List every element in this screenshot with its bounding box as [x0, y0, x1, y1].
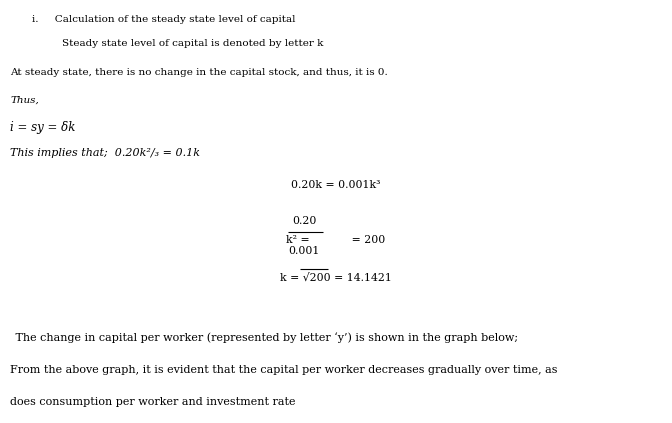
Text: Steady state level of capital is denoted by letter k: Steady state level of capital is denoted… [62, 39, 323, 48]
Text: i = sy = δk: i = sy = δk [10, 121, 75, 134]
Text: 0.20k = 0.001k³: 0.20k = 0.001k³ [292, 180, 380, 190]
Text: From the above graph, it is evident that the capital per worker decreases gradua: From the above graph, it is evident that… [10, 365, 558, 375]
Text: 0.20: 0.20 [292, 216, 317, 226]
Text: The change in capital per worker (represented by letter ‘y’) is shown in the gra: The change in capital per worker (repres… [12, 332, 518, 343]
Text: k = √200 = 14.1421: k = √200 = 14.1421 [280, 273, 392, 283]
Text: At steady state, there is no change in the capital stock, and thus, it is 0.: At steady state, there is no change in t… [10, 68, 388, 77]
Text: 0.001: 0.001 [289, 246, 320, 256]
Text: This implies that;  0.20k²/₃ = 0.1k: This implies that; 0.20k²/₃ = 0.1k [10, 148, 200, 158]
Text: k² =            = 200: k² = = 200 [286, 235, 386, 245]
Text: does consumption per worker and investment rate: does consumption per worker and investme… [10, 397, 296, 407]
Text: Thus,: Thus, [10, 95, 39, 104]
Text: i.     Calculation of the steady state level of capital: i. Calculation of the steady state level… [32, 15, 296, 24]
